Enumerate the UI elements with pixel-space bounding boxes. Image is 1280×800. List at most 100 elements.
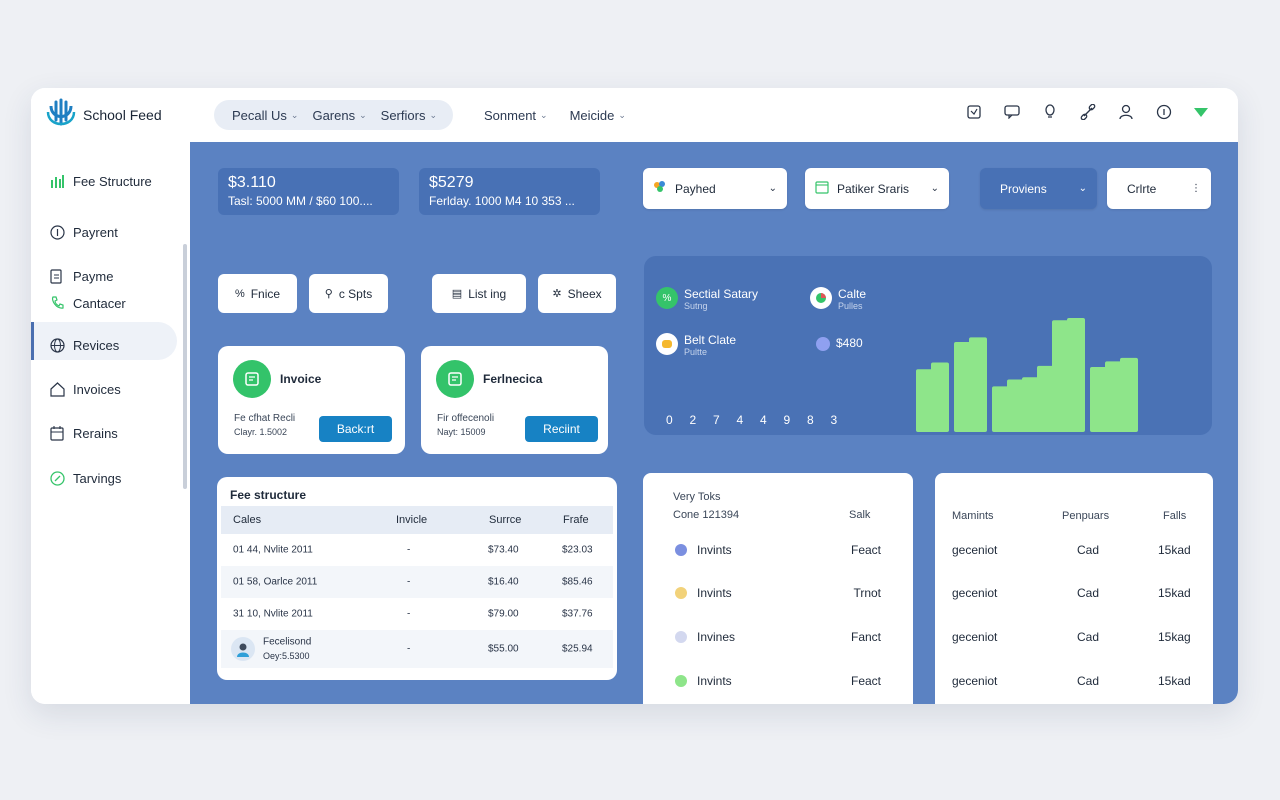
user-icon[interactable] [1118,104,1134,120]
school-logo-icon [46,98,76,126]
chart-bar[interactable] [969,337,987,432]
chart-bar[interactable] [1120,357,1138,432]
card-action-button[interactable]: Back:rt [319,416,392,442]
dropdown-proviens[interactable]: Proviens ⌄ [980,168,1097,209]
sidebar-item-revices[interactable]: Revices [49,337,119,353]
link-icon[interactable] [1080,104,1096,120]
list-item-value: Feact [850,674,881,688]
chart-bar[interactable] [954,341,972,432]
table-cell: - [407,544,411,556]
card-action-button[interactable]: Reciint [525,416,598,442]
info-circle-icon [49,224,65,240]
table-cell: 31 10, Nvlite 2011 [233,608,313,620]
legend-item[interactable]: Belt Clate Pultte [656,333,736,357]
sidebar-item-invoices[interactable]: Invoices [49,381,121,397]
chip-list-ing[interactable]: ▤ List ing [432,274,526,313]
column-header[interactable]: Invicle [396,514,428,526]
chart-bar[interactable] [1090,367,1108,432]
sidebar-item-label: Tarvings [73,470,122,486]
chart-bar[interactable] [1105,361,1123,432]
window-icon[interactable] [966,104,982,120]
info-icon[interactable] [1156,104,1172,120]
column-header[interactable]: Frafe [563,514,589,526]
table-row[interactable]: Fecelisond Oey:5.5300 - $55.00 $25.94 [221,630,613,668]
table-cell: geceniot [952,543,998,557]
chip-fnice[interactable]: % Fnice [218,274,297,313]
status-dot-icon [675,631,687,643]
table-cell: - [407,576,411,588]
main-content: $3.110 Tasl: 5000 MM / $60 100.... $5279… [190,142,1238,704]
receipt-icon [436,360,474,398]
chart-bar[interactable] [931,362,949,432]
table-cell: Fecelisond [263,636,312,648]
column-header[interactable]: Mamints [952,510,994,522]
ferlnecica-card: Ferlnecica Fir offecenoli Nayt: 15009 Re… [421,346,608,454]
chart-bar[interactable] [1052,320,1070,432]
table-row[interactable]: 01 44, Nvlite 2011 - $73.40 $23.03 [221,534,613,566]
list-item-name: Invints [697,674,732,688]
dropdown-payhed[interactable]: Payhed ⌄ [643,168,787,209]
legend-item[interactable]: Calte Pulles [810,287,866,311]
table-title: Fee structure [230,488,307,502]
stat-card-2: $5279 Ferlday. 1000 M4 10 353 ... [419,168,600,215]
x-tick-label: 4 [736,413,744,427]
nav-item-serfiors[interactable]: Serfiors ⌄ [381,108,437,123]
bulb-icon[interactable] [1042,104,1058,120]
dropdown-label: Proviens [1000,181,1047,196]
nav-label: Meicide [569,107,615,123]
chevron-down-icon: ⌄ [359,109,367,120]
legend-sub: Pultte [684,347,708,357]
primary-nav: Pecall Us ⌄ Garens ⌄ Serfiors ⌄ [214,100,453,130]
nav-item-meicide[interactable]: Meicide ⌄ [570,108,626,123]
nav-item-garens[interactable]: Garens ⌄ [312,108,366,123]
table-row[interactable]: 01 58, Oarlce 2011 - $16.40 $85.46 [221,566,613,598]
list-item-value: Trnot [853,586,881,600]
column-header[interactable]: Falls [1163,510,1187,522]
nav-item-sonment[interactable]: Sonment ⌄ [484,108,548,123]
chart-bar[interactable] [1067,318,1085,432]
card-line: Fir offecenoli [437,413,495,424]
chart-bar[interactable] [1037,365,1055,432]
more-vertical-icon: ⋮ [1191,183,1201,194]
chip-c-spts[interactable]: ⚲ c Spts [309,274,388,313]
app-logo[interactable]: School Feed [45,98,162,132]
chart-bar[interactable] [1022,377,1040,432]
table-cell: 15kad [1158,674,1191,688]
chart-bar[interactable] [992,386,1010,432]
legend-name: Calte [838,287,867,301]
sidebar-scrollbar[interactable] [183,244,187,489]
app-window: School Feed Pecall Us ⌄ Garens ⌄ Serfiors ⌄… [31,88,1238,704]
column-header[interactable]: Cales [233,514,262,526]
nav-item-pecall-us[interactable]: Pecall Us ⌄ [232,108,298,123]
table-cell: $73.40 [488,544,519,556]
legend-item[interactable]: % Sectial Satary Sutng [656,287,758,311]
dropdown-crlrte[interactable]: Crlrte ⋮ [1107,168,1211,209]
sidebar-item-label: Rerains [73,425,118,441]
sidebar-item-fee-structure[interactable]: Fee Structure [49,173,152,189]
stat-value: $5279 [429,174,474,191]
nav-label: Sonment [484,107,537,123]
top-bar: School Feed Pecall Us ⌄ Garens ⌄ Serfiors ⌄… [31,88,1238,142]
dropdown-patiker-sraris[interactable]: Patiker Sraris ⌄ [805,168,949,209]
avatar [231,637,255,661]
secondary-nav: Sonment ⌄ Meicide ⌄ [484,100,626,130]
column-header[interactable]: Surrce [489,514,522,526]
sidebar-item-cantacer[interactable]: Cantacer [49,295,126,311]
chart-bar[interactable] [1007,379,1025,432]
chip-sheex[interactable]: ✲ Sheex [538,274,616,313]
message-icon[interactable] [1004,104,1020,120]
table-cell: $16.40 [488,576,519,588]
table-row[interactable]: 31 10, Nvlite 2011 - $79.00 $37.76 [221,598,613,630]
top-icon-bar [966,104,1208,120]
column-header[interactable]: Penpuars [1062,510,1110,522]
sidebar-item-tarvings[interactable]: Tarvings [49,470,121,486]
sidebar-item-payme[interactable]: Payme [49,268,113,284]
legend-item[interactable]: $480 [816,336,863,351]
legend-name: Belt Clate [684,333,737,347]
status-arrow-icon[interactable] [1194,107,1208,117]
sidebar-item-payrent[interactable]: Payrent [49,224,118,240]
sidebar-item-label: Payrent [73,224,118,240]
sidebar-item-rerains[interactable]: Rerains [49,425,118,441]
table-header: Cales Invicle Surrce Frafe [221,506,613,534]
chart-bar[interactable] [916,369,934,432]
